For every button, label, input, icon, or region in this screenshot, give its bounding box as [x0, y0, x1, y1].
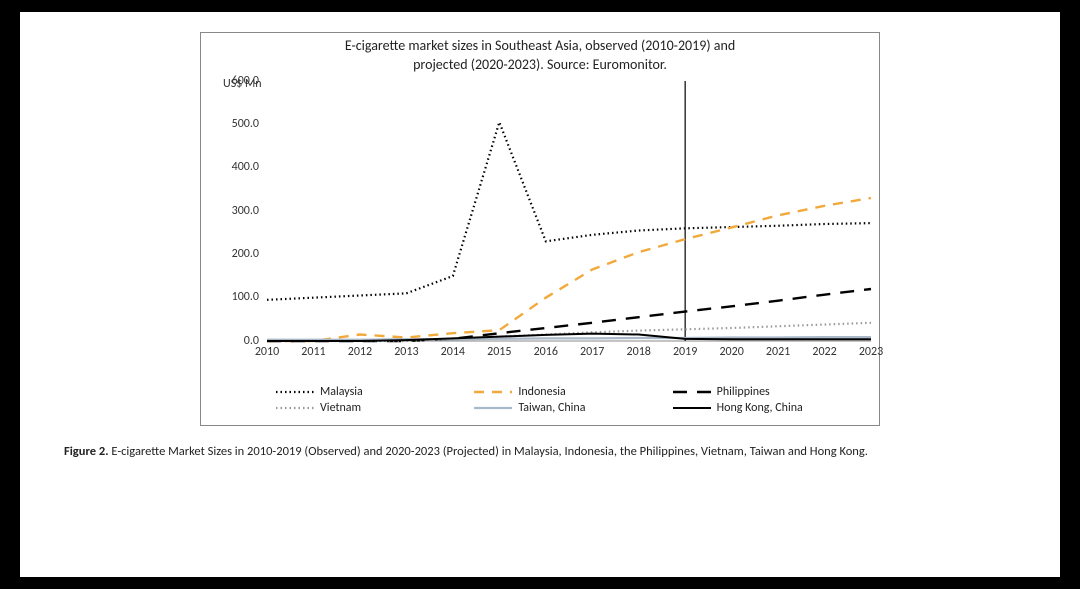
legend-label: Malaysia: [320, 385, 363, 399]
legend-swatch: [474, 386, 512, 398]
chart-title-line2: projected (2020-2023). Source: Euromonit…: [413, 56, 667, 73]
legend-swatch: [673, 402, 711, 414]
legend-label: Philippines: [717, 385, 770, 399]
legend-label: Indonesia: [518, 385, 565, 399]
series-line: [267, 122, 871, 300]
legend-item: Vietnam: [276, 401, 462, 415]
chart-title: E-cigarette market sizes in Southeast As…: [201, 33, 879, 77]
caption-label: Figure 2.: [64, 444, 109, 459]
legend: Malaysia Indonesia Philippines Vietnam Taiwa…: [201, 381, 879, 425]
legend-item: Taiwan, China: [474, 401, 660, 415]
page: E-cigarette market sizes in Southeast As…: [20, 12, 1060, 577]
legend-swatch: [276, 402, 314, 414]
figure-caption: Figure 2. E-cigarette Market Sizes in 20…: [60, 444, 1020, 459]
legend-item: Hong Kong, China: [673, 401, 859, 415]
legend-label: Taiwan, China: [518, 401, 585, 415]
legend-item: Indonesia: [474, 385, 660, 399]
legend-label: Hong Kong, China: [717, 401, 803, 415]
series-line: [267, 198, 871, 341]
chart-svg: [201, 81, 881, 381]
chart-title-line1: E-cigarette market sizes in Southeast As…: [345, 37, 735, 54]
legend-item: Malaysia: [276, 385, 462, 399]
legend-swatch: [474, 402, 512, 414]
legend-item: Philippines: [673, 385, 859, 399]
chart-container: E-cigarette market sizes in Southeast As…: [200, 32, 880, 426]
legend-label: Vietnam: [320, 401, 361, 415]
caption-text: E-cigarette Market Sizes in 2010-2019 (O…: [111, 444, 868, 459]
legend-swatch: [276, 386, 314, 398]
plot-area: 0.0100.0200.0300.0400.0500.0600.02010201…: [201, 81, 879, 381]
legend-swatch: [673, 386, 711, 398]
